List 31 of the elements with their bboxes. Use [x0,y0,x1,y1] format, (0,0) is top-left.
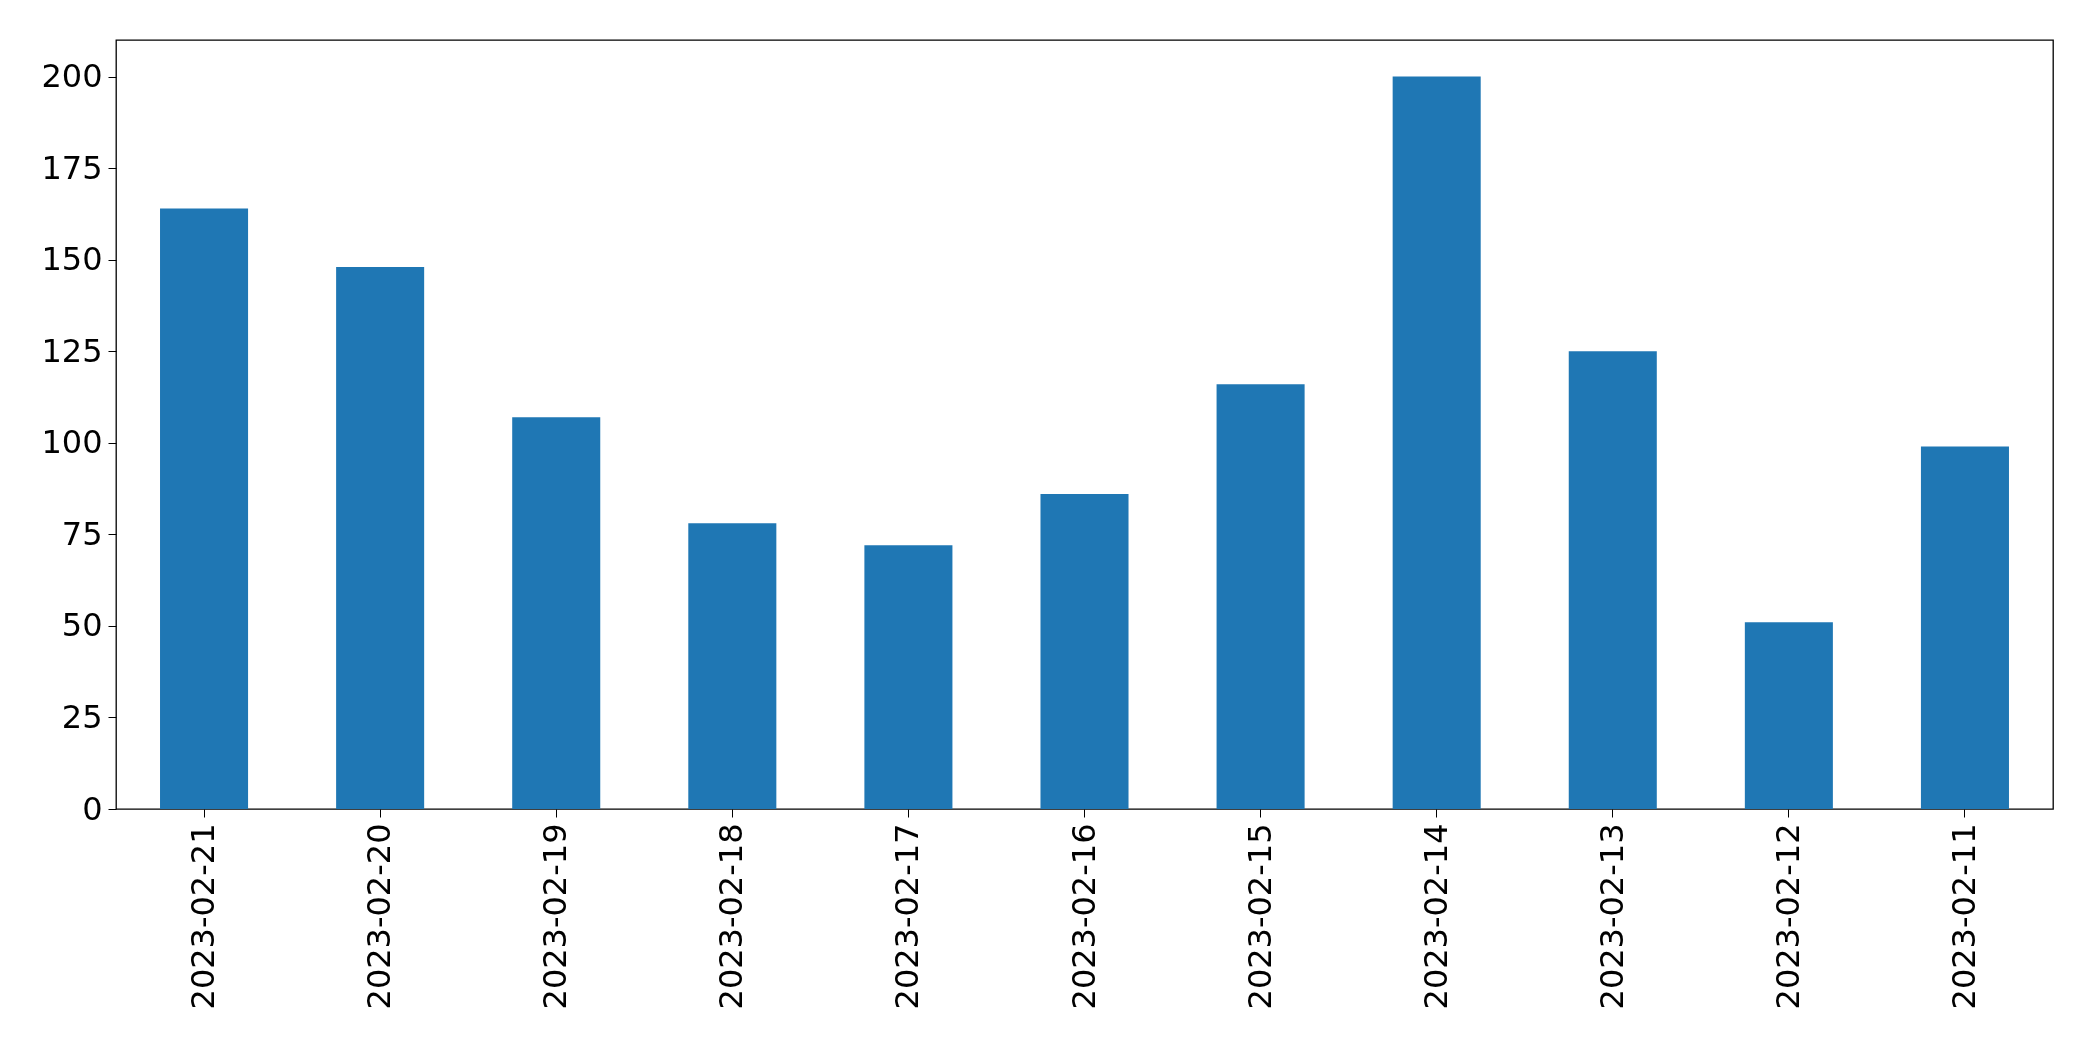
bar [1216,384,1305,809]
bar [1040,494,1129,809]
x-tick-label: 2023-02-20 [360,823,399,1010]
y-tick-label: 25 [61,697,103,736]
y-tick-label: 50 [61,606,103,645]
y-tick-label: 175 [41,148,103,187]
x-tick-label: 2023-02-21 [184,823,223,1010]
x-tick-label: 2023-02-18 [712,823,751,1010]
y-tick-label: 200 [41,57,103,96]
bar [864,545,953,809]
bar [688,523,777,809]
bar [512,417,601,809]
y-tick-label: 75 [61,514,103,553]
bar [1920,446,2009,809]
x-tick-label: 2023-02-11 [1944,823,1983,1010]
x-tick-label: 2023-02-19 [536,823,575,1010]
y-tick-label: 100 [41,423,103,462]
x-tick-label: 2023-02-13 [1592,823,1631,1010]
bar [1568,351,1657,809]
bar [336,267,425,809]
bar [1392,76,1481,809]
bar [160,208,249,809]
x-tick-label: 2023-02-14 [1416,823,1455,1010]
y-tick-label: 150 [41,240,103,279]
y-tick-label: 0 [82,789,103,828]
x-tick-label: 2023-02-15 [1240,823,1279,1010]
y-tick-label: 125 [41,331,103,370]
bar [1744,622,1833,809]
x-tick-label: 2023-02-12 [1768,823,1807,1010]
x-tick-label: 2023-02-17 [888,823,927,1010]
x-tick-label: 2023-02-16 [1064,823,1103,1010]
